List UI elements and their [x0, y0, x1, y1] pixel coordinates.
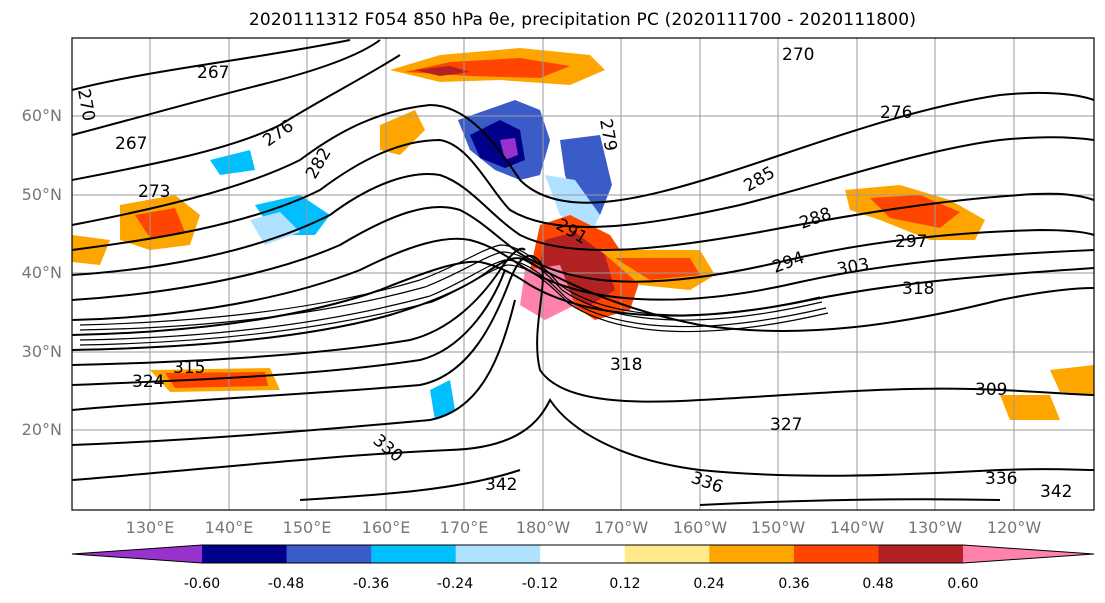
contour-label: 342 [1040, 482, 1072, 502]
theta-e-contours [71, 39, 1095, 506]
contour-label: 315 [173, 358, 205, 378]
colorbar-tick-label: -0.36 [352, 576, 390, 592]
lon-label: 180°W [515, 518, 571, 537]
lon-label: 140°E [204, 518, 254, 537]
contour-label: 342 [485, 475, 517, 495]
colorbar-tick-label: 0.60 [947, 576, 979, 592]
lon-label: 160°W [672, 518, 728, 537]
colorbar-tick-label: -0.12 [521, 576, 559, 592]
colorbar-tick-label: -0.48 [267, 576, 305, 592]
lon-label: 160°E [361, 518, 411, 537]
contour-label: 318 [610, 355, 642, 375]
lon-label: 130°E [125, 518, 175, 537]
contour-label: 336 [985, 469, 1017, 489]
lat-label-50n: 50°N [21, 185, 62, 204]
contour-label: 297 [895, 232, 927, 252]
contour-label: 309 [975, 380, 1007, 400]
lon-label: 130°W [907, 518, 963, 537]
lon-label: 170°W [593, 518, 649, 537]
colorbar-tick-label: 0.48 [862, 576, 894, 592]
lat-label-30n: 30°N [21, 342, 62, 361]
lon-label: 150°E [282, 518, 332, 537]
map-title: 2020111312 F054 850 hPa θe, precipitatio… [248, 10, 917, 30]
jet-contours [79, 244, 829, 346]
colorbar-tick-label: 0.12 [609, 576, 641, 592]
contour-label: 318 [902, 279, 934, 299]
contour-label: 267 [197, 63, 229, 83]
contour-label: 273 [138, 182, 170, 202]
colorbar-tick-label: 0.24 [693, 576, 725, 592]
map-frame [71, 37, 1095, 511]
lon-label: 140°W [829, 518, 885, 537]
contour-label: 267 [115, 134, 147, 154]
negative-precip-areas [210, 100, 612, 420]
lon-label: 120°W [986, 518, 1042, 537]
colorbar-tick-label: -0.60 [183, 576, 221, 592]
lat-label-20n: 20°N [21, 420, 62, 439]
contour-label: 327 [770, 415, 802, 435]
map-gridlines [72, 38, 1094, 510]
contour-label: 270 [782, 45, 814, 65]
contour-label: 324 [132, 372, 164, 392]
colorbar-tick-label: -0.24 [436, 576, 474, 592]
lat-label-40n: 40°N [21, 263, 62, 282]
lon-label: 150°W [750, 518, 806, 537]
lon-label: 170°E [439, 518, 489, 537]
colorbar-tick-label: 0.36 [778, 576, 810, 592]
contour-label: 276 [880, 103, 912, 123]
lat-label-60n: 60°N [21, 106, 62, 125]
